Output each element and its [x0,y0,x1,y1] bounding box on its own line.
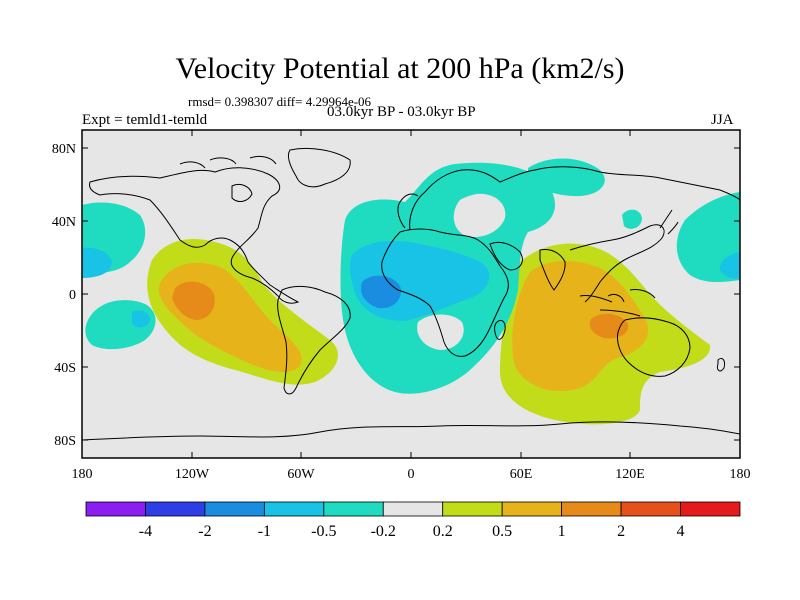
colorbar-swatch [145,501,206,517]
lat-tick-80n: 80N [52,142,76,157]
lon-tick-120w: 120W [175,467,210,482]
colorbar-swatch [680,501,741,517]
contour-neg-0.5-westpac-left [82,247,112,278]
coast-greenland [287,147,351,188]
coast-india [539,249,566,291]
lon-tick-0: 0 [408,467,415,482]
coast-south-america [277,285,351,395]
contour-pos-1-indopacific [589,313,629,339]
colorbar-swatch [204,501,265,517]
coast-hudson [231,183,253,202]
contour-neg-0.5-westpac-right [719,252,740,279]
contour-pos-0.5-indopacific [512,260,649,392]
colorbar-label: 0.5 [492,523,512,540]
colorbar-label: 0.2 [433,523,453,540]
colorbar-swatch [442,501,503,517]
coast-antarctica [82,421,740,441]
colorbar-swatch [561,501,622,517]
contour-neg-1-africa [360,275,401,309]
coast-arctic-islands [179,155,277,169]
lat-tick-40n: 40N [52,215,76,230]
colorbar-swatch [382,501,444,517]
contour-neg-0.2-pacific-small [622,209,642,229]
lon-tick-180-left: 180 [72,467,93,482]
coast-southeast-asia [569,224,665,303]
colorbar-label: -1 [258,523,271,540]
lat-tick-80s: 80S [54,434,76,449]
coast-north-america [89,167,300,304]
colorbar-swatch [263,501,325,517]
period-label: 03.0kyr BP - 03.0kyr BP [327,104,476,120]
lon-axis: 180 120W 60W 0 60E 120E 180 [72,130,751,482]
contour-pos-1-americas [172,281,215,320]
colorbar-label: -0.5 [311,523,336,540]
contour-neg-0.5-southwest [132,310,150,328]
plot-title: Velocity Potential at 200 hPa (km2/s) [175,52,625,85]
colorbar-label: -2 [198,523,211,540]
coast-new-zealand [717,357,725,372]
colorbar-label: -4 [139,523,152,540]
coast-arabia [489,241,523,271]
coastlines [82,147,740,441]
experiment-label: Expt = temld1-temld [82,112,208,128]
lat-axis: 80N 40N 0 40S 80S [52,142,740,449]
colorbar-label: -0.2 [371,523,396,540]
stats-text: rmsd= 0.398307 diff= 4.29964e-06 [188,94,372,109]
coast-indonesia [579,289,656,317]
lon-tick-60w: 60W [287,467,315,482]
lon-tick-180-right: 180 [730,467,751,482]
colorbar-swatch [85,501,146,517]
coast-japan [659,209,679,235]
lat-tick-0: 0 [69,288,76,303]
lon-tick-60e: 60E [510,467,533,482]
colorbar: -4 -2 -1 -0.5 -0.2 0.2 0.5 1 2 4 [85,501,741,540]
contour-field [82,158,740,425]
coast-madagascar [494,319,506,340]
colorbar-label: 2 [617,523,625,540]
colorbar-swatch [620,501,681,517]
contour-hole-africa [417,314,464,350]
colorbar-swatch [501,501,563,517]
colorbar-label: 4 [677,523,685,540]
coast-africa [381,228,509,357]
lon-tick-120e: 120E [615,467,645,482]
colorbar-swatch [323,501,384,517]
lat-tick-40s: 40S [54,361,76,376]
coast-australia [617,317,691,377]
season-label: JJA [711,112,734,128]
colorbar-label: 1 [558,523,566,540]
coast-europe [397,166,740,231]
